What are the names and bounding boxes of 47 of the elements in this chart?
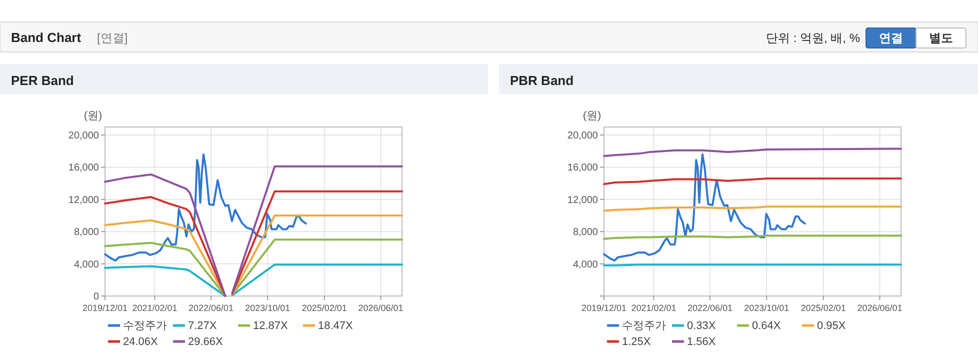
text: 연결 — [879, 31, 903, 45]
x-tick-label: 2023/10/01 — [245, 303, 290, 313]
x-tick-label: 2019/12/01 — [581, 303, 627, 313]
chart-title: PER Band — [11, 73, 74, 88]
text: Band Chart — [11, 30, 82, 45]
line-series — [603, 148, 902, 157]
text: [연결] — [97, 31, 128, 45]
x-tick-label: 2022/06/01 — [188, 303, 234, 313]
legend-label: 0.33X — [687, 320, 716, 332]
y-axis-title: (원) — [582, 110, 602, 122]
legend-label: 수정주가 — [123, 320, 167, 332]
legend-label: 7.27X — [188, 320, 218, 332]
x-tick-label: 2026/06/01 — [358, 303, 404, 313]
chart-title: PBR Band — [510, 73, 574, 88]
y-tick-label: 4,000 — [572, 259, 598, 270]
y-tick-label: 20,000 — [68, 130, 100, 142]
legend-label: 수정주가 — [622, 320, 666, 332]
x-tick-label: 2021/02/01 — [132, 303, 178, 313]
y-tick-label: 16,000 — [68, 162, 100, 174]
y-tick-label: 20,000 — [567, 130, 598, 142]
legend-label: 1.56X — [687, 336, 716, 348]
legend-label: 18.47X — [318, 320, 354, 332]
text: 별도 — [929, 31, 953, 45]
y-tick-label: 12,000 — [68, 194, 100, 206]
line-series — [603, 153, 806, 262]
legend-label: 12.87X — [253, 320, 289, 332]
y-tick-label: 4,000 — [74, 259, 100, 270]
x-tick-label: 2025/02/01 — [302, 303, 347, 313]
x-tick-label: 2019/12/01 — [82, 303, 128, 313]
y-tick-label: 8,000 — [74, 227, 100, 238]
legend-label: 0.64X — [752, 320, 782, 332]
legend-label: 1.25X — [622, 336, 652, 348]
y-tick-label: 12,000 — [567, 194, 598, 206]
line-series — [104, 153, 307, 262]
x-tick-label: 2022/06/01 — [688, 303, 733, 313]
y-tick-label: 0 — [93, 292, 100, 302]
text: 단위 : 억원, 배, % — [766, 31, 860, 45]
legend-label: 0.95X — [817, 320, 846, 332]
x-tick-label: 2021/02/01 — [631, 303, 676, 313]
y-axis-title: (원) — [84, 110, 102, 122]
legend-label: 29.66X — [188, 336, 224, 348]
x-tick-label: 2026/06/01 — [857, 303, 902, 313]
y-tick-label: 16,000 — [567, 162, 598, 174]
y-tick-label: 8,000 — [572, 227, 598, 238]
legend-label: 24.06X — [123, 336, 159, 348]
x-tick-label: 2025/02/01 — [800, 303, 846, 313]
x-tick-label: 2023/10/01 — [744, 303, 790, 313]
